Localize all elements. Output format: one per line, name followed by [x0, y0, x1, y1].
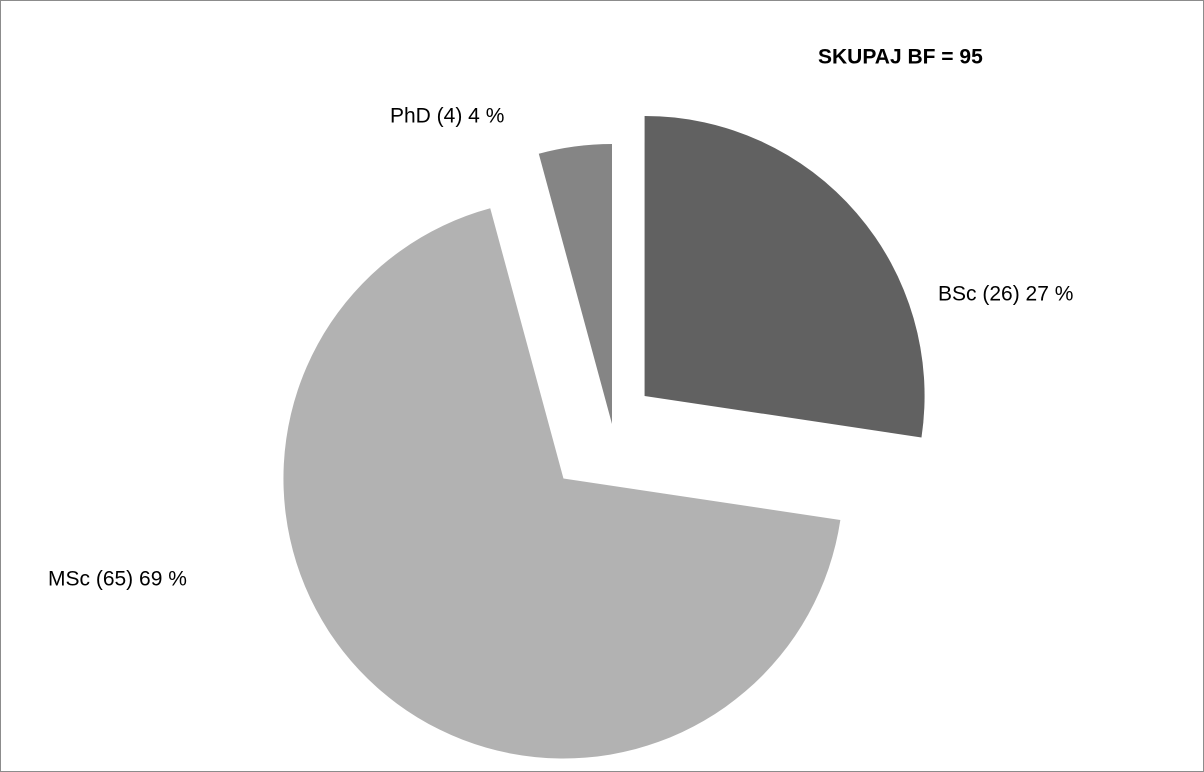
data-label: PhD (4) 4 % — [390, 105, 504, 128]
pie-slice — [644, 115, 925, 438]
chart-title: SKUPAJ BF = 95 — [818, 46, 983, 69]
pie-slice — [538, 144, 612, 424]
pie-slice — [283, 208, 841, 759]
data-label: BSc (26) 27 % — [938, 283, 1073, 306]
data-label: MSc (65) 69 % — [48, 568, 187, 591]
